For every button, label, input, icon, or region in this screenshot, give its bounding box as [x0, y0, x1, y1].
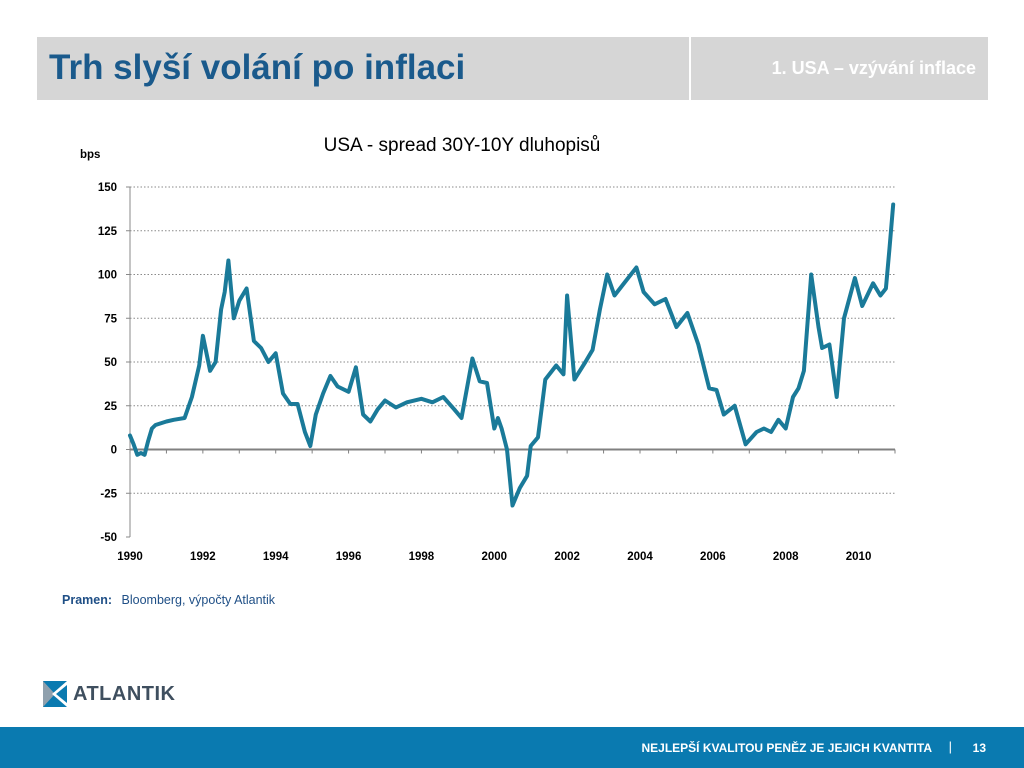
x-tick-labels: 1990 1992 1994 1996 1998 2000 2002 2004 2006 2008… — [117, 551, 871, 563]
section-label: 1. USA – vzývání inflace — [771, 58, 976, 78]
x-tick-label: 1996 — [336, 551, 362, 563]
x-tick-label: 2004 — [627, 551, 653, 563]
x-tick-label: 1990 — [117, 551, 143, 563]
x-tick-label: 2010 — [846, 551, 872, 563]
chart: USA - spread 30Y-10Y dluhopisů bps 150 12… — [80, 135, 896, 563]
slide-header: Trh slyší volání po inflaci 1. USA – vzý… — [37, 37, 988, 100]
x-tick-label: 2000 — [481, 551, 507, 563]
y-tick-label: -50 — [100, 532, 117, 544]
y-axis-unit-label: bps — [80, 149, 100, 161]
y-tick-label: 100 — [98, 270, 117, 282]
x-tick-label: 1992 — [190, 551, 216, 563]
x-tick-label: 2008 — [773, 551, 799, 563]
footer-bar: NEJLEPŠÍ KVALITOU PENĚZ JE JEJICH KVANTI… — [0, 727, 1024, 768]
x-tick-label: 2002 — [554, 551, 580, 563]
slide-title: Trh slyší volání po inflaci — [49, 48, 466, 87]
logo-mark-icon — [43, 681, 67, 707]
gridlines — [130, 186, 895, 494]
source-label: Pramen: — [62, 593, 113, 607]
y-tick-label: 50 — [104, 357, 117, 369]
y-tick-label: 150 — [98, 182, 117, 194]
y-tick-label: -25 — [100, 488, 117, 500]
y-tick-labels: 150 125 100 75 50 25 0 -25 -50 — [98, 182, 118, 544]
x-tick-label: 1994 — [263, 551, 289, 563]
y-tick-label: 25 — [104, 401, 117, 413]
spread-series-line — [128, 202, 896, 508]
footer-separator: | — [948, 739, 952, 754]
source-note: Pramen: Bloomberg, výpočty Atlantik — [62, 593, 275, 607]
series-layer — [128, 202, 896, 508]
x-tick-label: 2006 — [700, 551, 726, 563]
atlantik-logo: ATLANTIK — [43, 681, 176, 707]
y-tick-label: 125 — [98, 226, 118, 238]
footer-slogan: NEJLEPŠÍ KVALITOU PENĚZ JE JEJICH KVANTI… — [641, 741, 933, 755]
y-tick-label: 75 — [104, 313, 117, 325]
axes — [126, 186, 896, 538]
header-divider — [689, 37, 691, 100]
y-tick-label: 0 — [111, 445, 117, 457]
source-text: Bloomberg, výpočty Atlantik — [121, 593, 276, 607]
logo-text: ATLANTIK — [73, 682, 176, 705]
x-tick-label: 1998 — [409, 551, 435, 563]
page-number: 13 — [972, 741, 986, 755]
chart-title: USA - spread 30Y-10Y dluhopisů — [324, 135, 601, 156]
